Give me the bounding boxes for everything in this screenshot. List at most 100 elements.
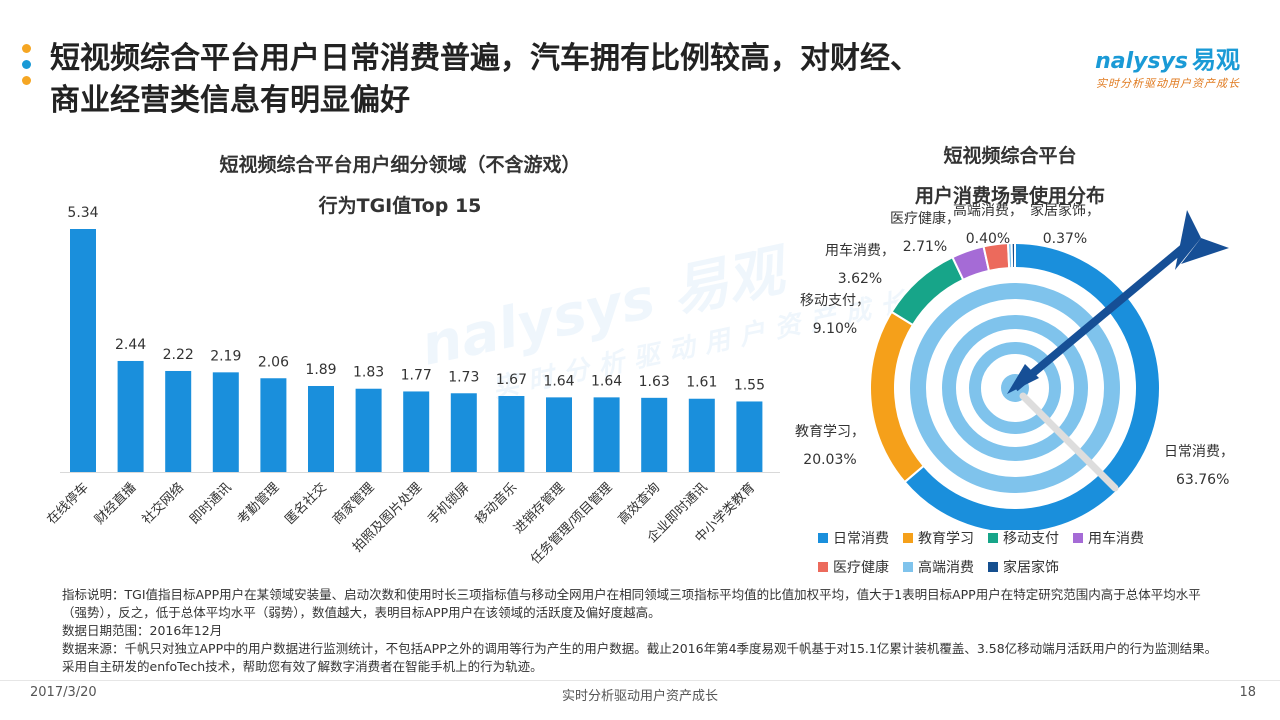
legend-label: 日常消费 [833,531,889,547]
bar [165,370,192,472]
bar [117,360,144,472]
bar-value-label: 5.34 [67,205,98,221]
bullet-dot [22,76,31,85]
bar [70,229,96,472]
donut-legend: 日常消费 教育学习 移动支付 用车消费医疗健康 高端消费 家居家饰 [818,528,1238,586]
target-ring [910,283,1120,493]
donut-slice-label: 高端消费， 0.40% [953,202,1023,247]
bar-value-label: 1.89 [305,362,336,378]
donut-slice [1010,241,1016,270]
legend-item: 移动支付 [988,528,1059,548]
slice-label-percent: 9.10% [813,321,857,337]
slice-label-name: 家居家饰， [1030,202,1100,219]
bar [498,396,525,472]
note-date-range: 数据日期范围：2016年12月 [62,623,223,638]
note-source: 数据来源：千帆只对独立APP中的用户数据进行监测统计，不包括APP之外的调用等行… [62,641,1218,674]
bullet-dot [22,60,31,69]
arrow-shaft [1012,234,1198,392]
slice-label-name: 教育学习， [795,424,865,440]
bar-category-label: 社交网络 [139,480,187,528]
bar-value-label: 2.19 [210,348,241,364]
bar [736,401,763,472]
bar [641,397,668,472]
bar-chart-title-line1: 短视频综合平台用户细分领域（不含游戏） [219,154,581,176]
legend-label: 移动支付 [1003,531,1059,547]
pie-chart-title-line1: 短视频综合平台 [943,145,1077,167]
bar [688,398,715,472]
page-title-line1: 短视频综合平台用户日常消费普遍，汽车拥有比例较高，对财经、 [50,41,920,76]
donut-slice-label: 家居家饰， 0.37% [1030,202,1100,247]
donut-slice-label: 教育学习， 20.03% [795,424,865,468]
bar-value-label: 2.06 [258,354,289,370]
bar-category-label: 手机锁屏 [425,480,473,528]
bar [260,378,287,472]
bar-category-label: 考勤管理 [235,480,282,527]
donut-slice-label: 用车消费， 3.62% [825,242,895,287]
logo-brand: nalysys [1095,49,1188,74]
legend-label: 教育学习 [918,531,974,547]
bar-value-label: 1.55 [734,377,765,393]
legend-swatch [818,533,828,543]
footer-page-number: 18 [1239,685,1256,700]
bar-value-label: 1.77 [401,367,432,383]
legend-label: 用车消费 [1088,531,1144,547]
bar-category-label: 财经直播 [92,480,139,527]
bar-value-label: 1.64 [591,373,622,389]
bar-category-label: 移动音乐 [472,480,520,528]
donut-chart: 日常消费， 63.76% 教育学习， 20.03% 移动支付， 9.10% 用车消费， 3.6… [795,202,1234,530]
bar-value-label: 1.61 [686,375,717,391]
pie-chart-title-line2: 用户消费场景使用分布 [914,185,1105,207]
donut-slice [903,241,1161,530]
analysys-logo: nalysys 易观 实时分析驱动用户资产成长 [1095,40,1240,91]
title-bullet-dots [22,44,32,92]
pie-chart-title: 短视频综合平台 用户消费场景使用分布 [830,145,1190,207]
logo-brand-cn: 易观 [1192,46,1240,74]
legend-item: 教育学习 [903,528,974,548]
footer-slogan: 实时分析驱动用户资产成长 [561,689,718,704]
bar-value-label: 1.63 [639,374,670,390]
bar-category-label: 高效查询 [615,480,663,528]
donut-slice-label: 日常消费， 63.76% [1164,444,1234,488]
legend-item: 家居家饰 [988,557,1059,577]
bar-chart: 5.34 在线停车 2.44 财经直播 2.22 社交网络 2.19 即时通讯 2.06 考勤管理… [44,205,780,568]
slice-label-name: 用车消费， [825,242,895,259]
target-ring [942,315,1088,461]
bar-value-label: 1.73 [448,369,479,385]
bar-category-label: 匿名社交 [282,480,330,528]
bar [546,397,572,472]
slice-label-percent: 63.76% [1176,472,1229,488]
legend-swatch [1073,533,1083,543]
bar-chart-title: 短视频综合平台用户细分领域（不含游戏） 行为TGI值Top 15 [90,150,710,218]
slice-label-name: 医疗健康， [890,210,960,227]
arrow-fletch [1175,210,1201,270]
donut-slice [982,242,1011,273]
arrow-fletch [1181,238,1229,264]
legend-item: 医疗健康 [818,557,889,577]
bar-category-label: 任务管理/项目管理 [527,480,615,568]
slice-label-name: 移动支付， [800,293,870,309]
footer-date: 2017/3/20 [30,685,97,700]
bar [450,393,477,472]
bar-value-label: 1.64 [543,373,574,389]
target-ring [969,342,1061,434]
legend-swatch [988,533,998,543]
arrow-head [1007,364,1039,394]
legend-label: 家居家饰 [1003,560,1059,576]
page-title-line2: 商业经营类信息有明显偏好 [50,83,410,118]
bar [593,397,620,472]
legend-swatch [903,562,913,572]
legend-swatch [988,562,998,572]
slice-label-percent: 20.03% [803,452,856,468]
bar-value-label: 2.22 [163,347,194,363]
footer-divider [0,680,1280,681]
bar [212,372,239,472]
legend-item: 高端消费 [903,557,974,577]
slice-label-percent: 0.37% [1043,231,1087,247]
bar [403,391,430,472]
bar-chart-title-line2: 行为TGI值Top 15 [318,195,482,217]
slice-label-name: 高端消费， [953,202,1023,219]
legend-item: 日常消费 [818,528,889,548]
slice-label-percent: 2.71% [903,239,947,255]
bullet-dot [22,44,31,53]
legend-swatch [903,533,913,543]
